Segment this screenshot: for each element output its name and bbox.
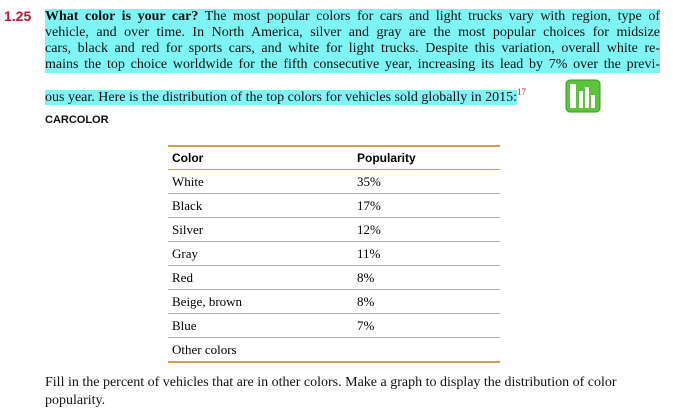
table-cell: 17% (353, 193, 500, 218)
table-cell: Gray (168, 241, 353, 266)
table-cell: 35% (353, 169, 500, 194)
text-line: mains the top choice worldwide for the f… (45, 57, 660, 73)
table-row: Black 17% (168, 193, 500, 218)
table-row: Blue 7% (168, 313, 500, 338)
data-icon (565, 79, 601, 113)
table: Color Popularity White 35% Black 17% Silver 12%… (168, 145, 500, 363)
table-cell (353, 337, 500, 363)
table-row: Other colors (168, 337, 500, 363)
table-row: Gray 11% (168, 241, 500, 266)
table-cell: Blue (168, 313, 353, 338)
table-cell: Silver (168, 217, 353, 242)
table-cell: Red (168, 265, 353, 290)
text-line: What color is your car? The most popular… (45, 9, 660, 25)
table-row: Beige, brown 8% (168, 289, 500, 314)
table-cell: 12% (353, 217, 500, 242)
table-cell: 8% (353, 289, 500, 314)
table-cell: 8% (353, 265, 500, 290)
table-cell: Other colors (168, 337, 353, 363)
table-cell: Beige, brown (168, 289, 353, 314)
question-line: popularity. (45, 393, 106, 408)
lead: What color is your car? (45, 9, 199, 24)
question-line: Fill in the percent of vehicles that are… (45, 375, 617, 390)
dataset-name: CARCOLOR (45, 114, 109, 126)
text-line: ous year. Here is the distribution of th… (45, 84, 527, 105)
table-cell: 7% (353, 313, 500, 338)
table-row: Red 8% (168, 265, 500, 290)
table-cell: 11% (353, 241, 500, 266)
footnote: 17 (517, 87, 527, 97)
table-cell: Black (168, 193, 353, 218)
table-row: Silver 12% (168, 217, 500, 242)
column-header: Popularity (353, 146, 500, 170)
text: The most popular colors for cars and lig… (198, 9, 660, 24)
table-cell: White (168, 169, 353, 194)
text-line: vehicle, and over time. In North America… (45, 25, 660, 41)
table-row: White 35% (168, 169, 500, 194)
problem-number: 1.25 (4, 8, 32, 24)
column-header: Color (168, 146, 353, 170)
text-line: cars, black and red for sports cars, and… (45, 41, 660, 57)
text: ous year. Here is the distribution of th… (45, 89, 518, 105)
